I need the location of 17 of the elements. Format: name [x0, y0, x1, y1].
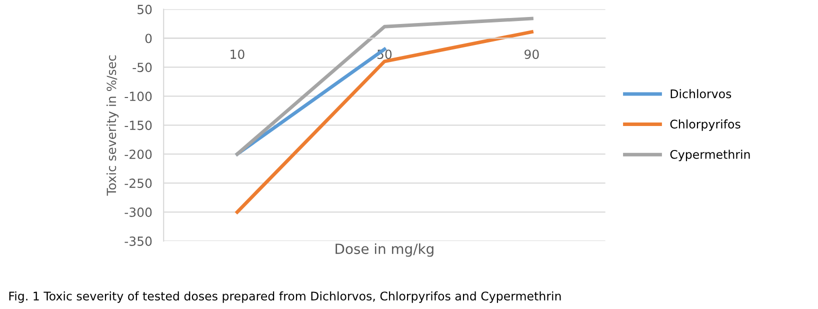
y-tick-label: -150 — [124, 120, 152, 130]
legend-label: Cypermethrin — [670, 150, 750, 162]
x-axis-title: Dose in mg/kg — [336, 243, 434, 257]
y-tick-label: -350 — [124, 236, 152, 246]
y-tick-label: 50 — [138, 4, 152, 14]
y-tick-label: -250 — [124, 178, 152, 188]
y-tick-label: -100 — [124, 92, 152, 102]
y-tick-label: -200 — [124, 150, 152, 160]
caption: Fig. 1 Toxic severity of tested doses prepared from Dichlorvos, Chlorpyrifos and Cypermethrin — [9, 291, 561, 303]
x-tick-label: 10 — [230, 50, 244, 60]
x-tick-label: 90 — [524, 50, 539, 60]
y-tick-label: -50 — [132, 62, 152, 72]
legend-label: Dichlorvos — [670, 89, 732, 98]
y-tick-label: 0 — [145, 34, 152, 44]
legend-label: Chlorpyrifos — [670, 119, 740, 131]
y-tick-label: -300 — [124, 208, 152, 217]
y-axis-title: Toxic severity in %/sec — [106, 55, 119, 196]
